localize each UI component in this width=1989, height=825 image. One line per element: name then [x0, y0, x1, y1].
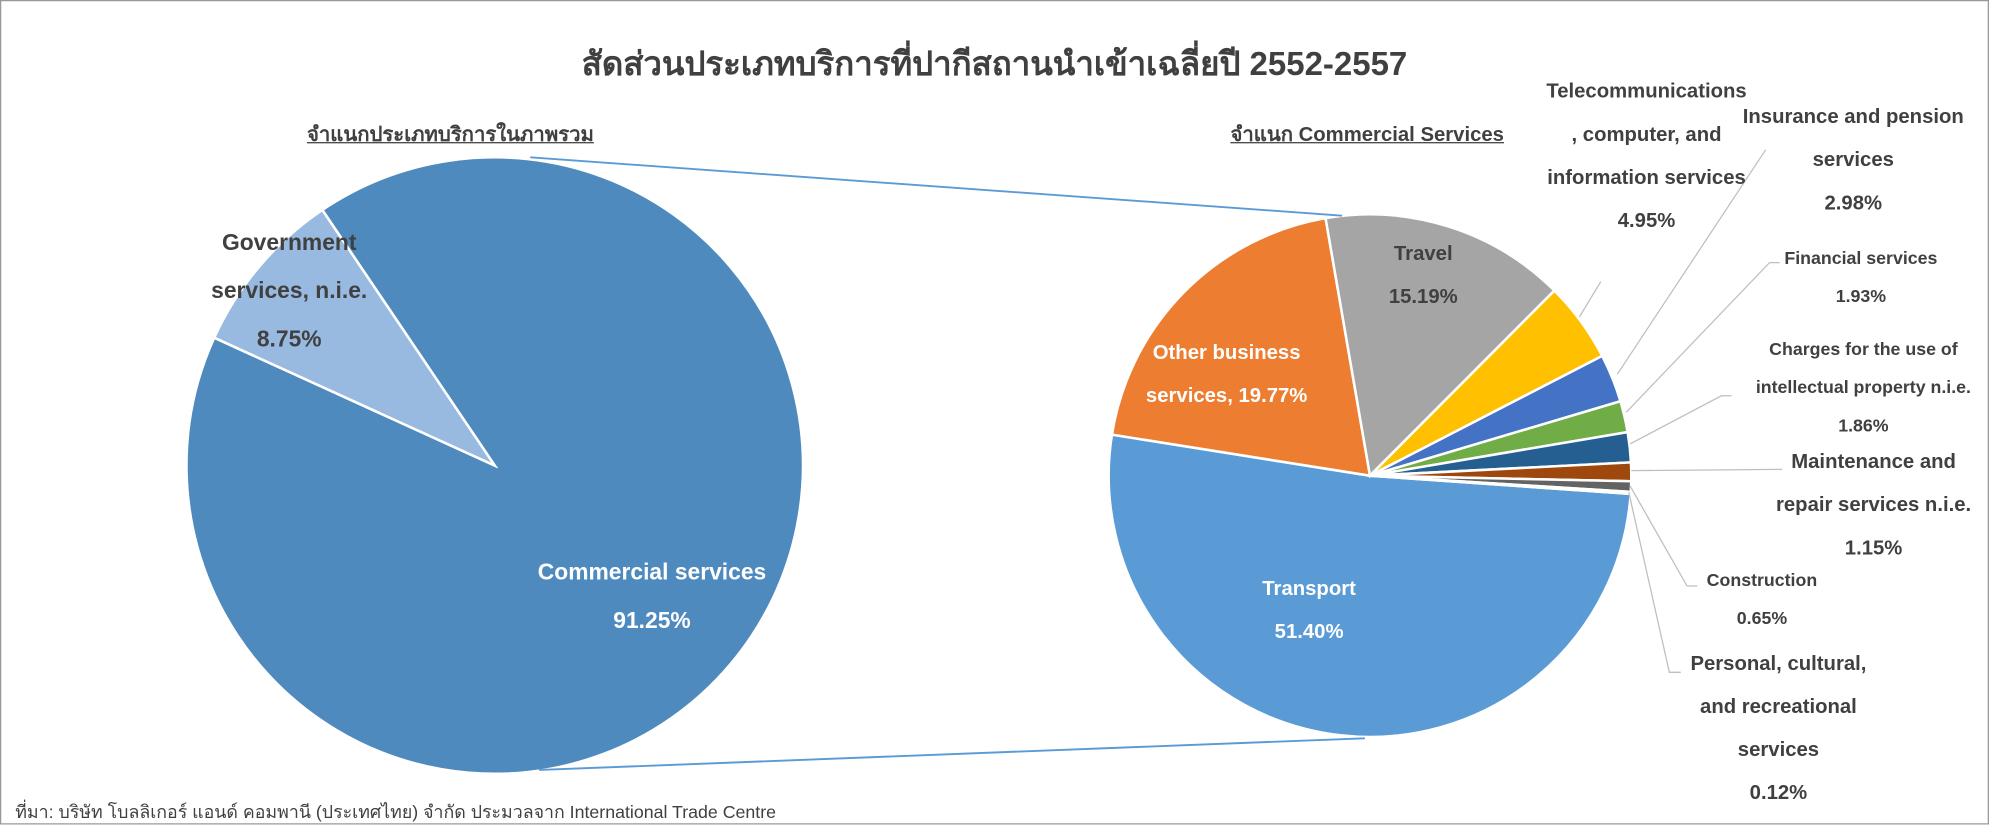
pie-slice [212, 208, 499, 469]
data-label: Charges for the use of intellectual prop… [1737, 330, 1989, 444]
source: ที่มา: บริษัท โบลลิเกอร์ แอนด์ คอมพานี (… [15, 801, 777, 822]
category-label: Travel [1393, 243, 1453, 266]
data-label: Government services, n.i.e. 8.75% [181, 218, 397, 363]
value-label: 19.77% [1238, 385, 1308, 408]
category-label: Telecommunications, computer, and inform… [1546, 81, 1747, 190]
pie-slice [1369, 474, 1633, 496]
subtitle: จำแนก Commercial Services [1230, 124, 1504, 146]
pie-slice [1324, 213, 1557, 479]
category-label: Commercial services [537, 559, 767, 585]
data-label: Personal, cultural, and recreational ser… [1671, 643, 1887, 816]
value-label: 0.12% [1749, 782, 1808, 805]
value-label: 51.40% [1274, 621, 1344, 644]
category-label: Insurance and pension services [1742, 106, 1964, 172]
leader-lines [1578, 149, 1783, 673]
leader-line [1625, 261, 1780, 413]
category-label: Other business services, [1145, 342, 1301, 408]
data-label: Financial services 1.93% [1747, 238, 1975, 314]
leader-line [1628, 492, 1681, 673]
data-label: Travel 15.19% [1347, 233, 1499, 319]
value-label: 15.19% [1388, 286, 1458, 309]
connector [530, 156, 1343, 217]
data-label: Construction 0.65% [1686, 561, 1838, 637]
leader-line [1578, 281, 1602, 318]
leader-line [1631, 468, 1783, 472]
value-label: 91.25% [613, 607, 691, 633]
pie-slice [1107, 433, 1633, 739]
data-label: Other business services, 19.77% [1118, 332, 1336, 418]
category-label: Transport [1262, 578, 1356, 601]
value-label: 1.93% [1835, 285, 1887, 306]
data-label: Commercial services 91.25% [525, 548, 779, 644]
pies [185, 156, 1633, 776]
pie-slice [1110, 216, 1372, 478]
data-label: Transport 51.40% [1208, 568, 1411, 654]
category-label: Maintenance and repair services n.i.e. [1775, 451, 1972, 517]
connector [539, 737, 1365, 771]
value-label: 8.75% [256, 326, 322, 352]
subtitle: จำแนกประเภทบริการในภาพรวม [306, 124, 594, 146]
leader-line [1629, 395, 1732, 445]
title: สัดส่วนประเภทบริการที่ปากีสถานนำเข้าเฉลี… [581, 44, 1408, 83]
value-label: 1.86% [1838, 414, 1889, 436]
data-label: Telecommunications, computer, and inform… [1545, 71, 1748, 244]
value-label: 1.15% [1844, 537, 1903, 560]
leader-line [1616, 149, 1767, 375]
data-label: Maintenance and repair services n.i.e. 1… [1772, 441, 1975, 570]
category-label: Construction [1706, 569, 1818, 590]
leader-line [1629, 485, 1698, 587]
category-label: Personal, cultural, and recreational ser… [1690, 653, 1867, 762]
data-label: Insurance and pension services 2.98% [1739, 96, 1967, 225]
category-label: Financial services [1784, 247, 1938, 268]
category-label: Government services, n.i.e. [211, 229, 368, 304]
value-label: 2.98% [1824, 192, 1883, 215]
category-label: Charges for the use of intellectual prop… [1755, 338, 1971, 398]
value-label: 4.95% [1617, 210, 1676, 233]
value-label: 0.65% [1736, 607, 1788, 628]
